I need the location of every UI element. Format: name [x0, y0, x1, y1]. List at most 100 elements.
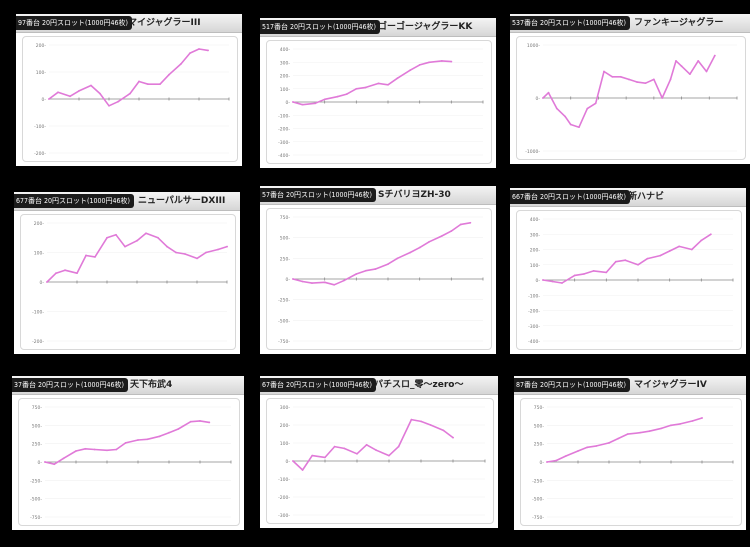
data-point: [69, 95, 71, 98]
y-tick-label: 200-: [280, 74, 291, 80]
chart-area: 750- 500- 250- 0- -250- -500- -750-: [266, 208, 492, 350]
data-point: [586, 107, 589, 110]
y-tick-label: 0-: [540, 460, 545, 466]
panel-header: 537番台 20円スロット(1000円46枚) ファンキージャグラー: [510, 14, 750, 33]
data-point: [680, 65, 683, 68]
y-tick-label: 0-: [286, 459, 291, 465]
chart-area: 400- 300- 200- 100- 0- -100- -200- -300- -400-: [516, 210, 742, 350]
data-point: [661, 97, 664, 99]
chart-panel-4: 677番台 20円スロット(1000円46枚) ニューパルサーDXIII 200…: [14, 192, 240, 354]
data-point: [198, 48, 200, 50]
data-point: [442, 429, 445, 432]
series-line: [542, 233, 712, 284]
data-point: [639, 431, 641, 434]
y-tick-label: -300-: [278, 140, 290, 146]
data-point: [75, 450, 77, 452]
data-point: [311, 454, 314, 457]
y-tick-label: 1000-: [527, 43, 540, 49]
y-tick-label: 0-: [38, 460, 43, 466]
data-point: [418, 246, 421, 249]
data-point: [106, 236, 108, 239]
y-tick-label: -250-: [532, 478, 544, 484]
data-point: [388, 454, 390, 457]
data-point: [129, 92, 131, 95]
data-point: [189, 52, 191, 54]
data-point: [420, 420, 422, 423]
data-point: [397, 445, 400, 448]
chart-area: 1000- 0- -1000-: [516, 36, 746, 160]
data-point: [573, 274, 576, 277]
y-tick-label: 400-: [530, 217, 541, 223]
data-point: [301, 280, 304, 283]
data-point: [333, 283, 336, 286]
y-tick-label: -100-: [528, 293, 540, 299]
data-point: [355, 87, 358, 90]
data-point: [323, 98, 326, 101]
data-point: [207, 49, 209, 52]
data-point: [184, 253, 186, 255]
machine-name: SチバリヨZH-30: [378, 190, 451, 200]
hall-tag: 677番台 20円スロット(1000円46枚): [14, 194, 134, 208]
data-point: [205, 251, 207, 254]
y-tick-label: 250-: [280, 256, 291, 262]
y-tick-label: 200-: [36, 43, 47, 49]
y-tick-label: 100-: [530, 263, 541, 269]
data-point: [578, 126, 580, 129]
data-point: [90, 84, 92, 87]
data-point: [452, 436, 454, 439]
line-chart: 1000- 0- -1000-: [525, 43, 738, 155]
data-point: [145, 232, 147, 235]
machine-name: ファンキージャグラー: [634, 18, 724, 28]
data-point: [177, 428, 180, 430]
data-point: [208, 421, 211, 424]
data-point: [410, 418, 413, 421]
series-line: [48, 48, 209, 107]
data-point: [670, 424, 672, 427]
series-line: [292, 60, 453, 106]
y-tick-label: -200-: [34, 151, 46, 157]
data-point: [106, 449, 108, 452]
y-tick-label: 400-: [280, 47, 291, 53]
panel-header: 57番台 20円スロット(1000円46枚) SチバリヨZH-30: [260, 186, 496, 205]
y-tick-label: 750-: [32, 405, 43, 411]
data-point: [336, 95, 339, 98]
data-point: [697, 60, 700, 62]
machine-name: 天下布武4: [130, 380, 173, 390]
data-point: [365, 443, 368, 446]
y-tick-label: 100-: [280, 87, 291, 93]
y-tick-label: -100-: [34, 124, 46, 130]
y-tick-label: 0-: [42, 97, 47, 103]
chart-area: 400- 300- 200- 100- 0- -100- -200- -300- -400-: [266, 40, 492, 164]
panel-header: 517番台 20円スロット(1000円46枚) ゴーゴージャグラーKK: [260, 18, 496, 37]
data-point: [542, 279, 544, 281]
series-line: [292, 418, 454, 471]
data-point: [611, 75, 614, 78]
data-point: [387, 263, 389, 266]
chart-panel-6: 667番台 20円スロット(1000円46枚) 新ハナビ 400- 300- 200…: [510, 188, 746, 354]
data-point: [652, 78, 655, 81]
y-tick-label: -500-: [278, 318, 290, 324]
data-point: [64, 269, 66, 272]
y-tick-label: 250-: [32, 442, 43, 448]
y-tick-label: 300-: [280, 405, 291, 411]
data-point: [99, 92, 101, 95]
data-point: [648, 430, 651, 433]
data-point: [311, 282, 313, 285]
data-point: [168, 431, 170, 434]
data-point: [594, 102, 597, 105]
line-chart: 750- 500- 250- 0- -250- -500- -750-: [30, 405, 232, 521]
data-point: [364, 86, 367, 89]
data-point: [84, 447, 87, 450]
data-point: [603, 70, 605, 73]
data-point: [345, 93, 348, 95]
y-tick-label: -200-: [32, 339, 44, 345]
y-tick-label: 0-: [536, 278, 541, 284]
chart-area: 750- 500- 250- 0- -250- -500- -750-: [520, 398, 742, 526]
data-point: [292, 278, 294, 280]
data-point: [342, 279, 345, 282]
data-point: [93, 448, 96, 451]
data-point: [690, 248, 693, 251]
data-point: [440, 60, 443, 62]
series-line: [542, 54, 716, 128]
data-point: [115, 448, 118, 451]
